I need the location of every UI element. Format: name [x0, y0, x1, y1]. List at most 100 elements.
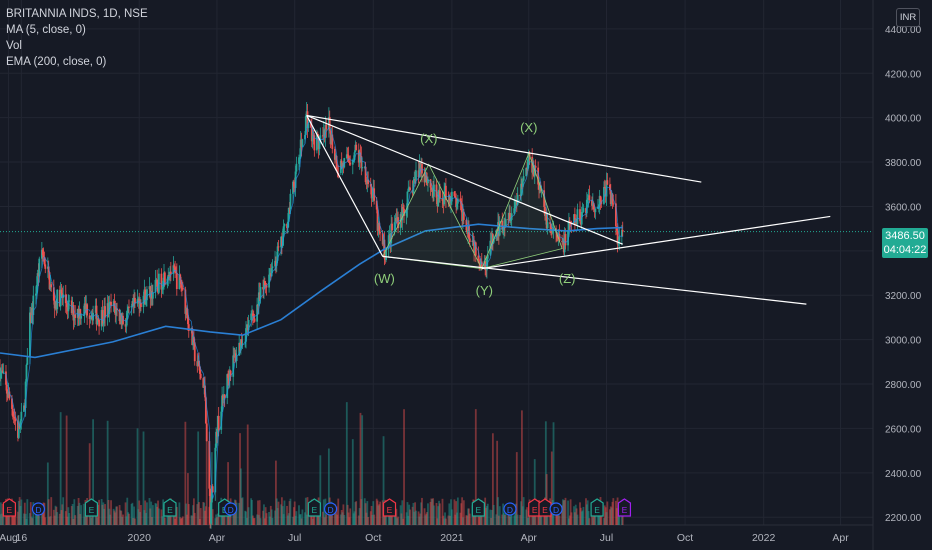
symbol-title[interactable]: BRITANNIA INDS, 1D, NSE — [6, 8, 148, 20]
volume-bar-342 — [407, 515, 410, 525]
candle-body-430 — [513, 208, 516, 214]
candle-body-329 — [391, 223, 393, 231]
event-marker-label-10: D — [507, 505, 513, 515]
volume-bar-383 — [456, 512, 458, 525]
event-marker-6[interactable]: E — [307, 498, 321, 517]
trendline-0 — [306, 114, 702, 183]
dividend-marker-5 — [224, 502, 238, 516]
volume-bar-231 — [275, 460, 277, 525]
y-tick-label-10: 4200.00 — [885, 69, 922, 80]
indicator-ma[interactable]: MA (5, close, 0) — [6, 24, 86, 36]
volume-bar-48 — [55, 506, 58, 525]
volume-bar-394 — [468, 513, 471, 525]
earnings-marker-6 — [307, 498, 321, 517]
candle-body-256 — [304, 116, 307, 135]
y-tick-label-7: 3600.00 — [885, 202, 922, 213]
volume-bar-201 — [239, 433, 241, 525]
event-marker-14[interactable]: E — [590, 498, 604, 517]
event-marker-label-14: E — [594, 505, 600, 515]
volume-bar-399 — [474, 409, 477, 525]
volume-bar-280 — [333, 504, 336, 525]
volume-bar-510 — [609, 509, 611, 525]
candle-body-163 — [193, 336, 195, 343]
volume-bar-77 — [90, 517, 93, 525]
event-marker-8[interactable]: E — [382, 498, 397, 517]
event-marker-1[interactable]: D — [31, 502, 46, 516]
volume-bar-320 — [381, 500, 384, 525]
candle-body-194 — [229, 370, 232, 377]
volume-bar-338 — [402, 518, 405, 525]
event-marker-9[interactable]: E — [471, 498, 485, 517]
candle-body-508 — [605, 180, 608, 197]
volume-bar-19 — [20, 499, 23, 525]
candle-body-515 — [614, 203, 617, 227]
volume-bar-243 — [288, 501, 291, 525]
volume-bar-372 — [443, 518, 446, 525]
volume-bar-437 — [521, 410, 523, 525]
volume-bar-150 — [178, 502, 181, 525]
volume-bar-443 — [527, 510, 530, 525]
volume-bar-470 — [561, 505, 563, 525]
dividend-marker-10 — [503, 502, 517, 516]
event-marker-13[interactable]: D — [549, 502, 563, 516]
volume-bar-196 — [233, 507, 235, 525]
candle-body-264 — [313, 135, 316, 151]
volume-bar-135 — [160, 509, 163, 525]
candle-body-31 — [35, 285, 38, 294]
volume-bar-69 — [80, 505, 83, 525]
volume-bar-42 — [48, 517, 51, 525]
event-marker-3[interactable]: E — [163, 498, 177, 517]
candle-body-130 — [154, 279, 157, 293]
volume-bar-171 — [203, 502, 206, 525]
volume-bar-252 — [299, 514, 302, 525]
event-marker-7[interactable]: D — [323, 502, 338, 516]
candle-body-68 — [79, 309, 82, 319]
volume-bar-501 — [597, 512, 600, 525]
candle-body-22 — [24, 381, 27, 408]
volume-bar-226 — [269, 516, 271, 525]
y-tick-label-0: 2200.00 — [885, 513, 922, 524]
volume-bar-199 — [235, 502, 238, 525]
candle-body-135 — [160, 273, 163, 290]
candle-body-489 — [582, 208, 585, 212]
volume-bar-393 — [468, 508, 470, 525]
event-marker-12[interactable]: E — [538, 498, 552, 517]
event-marker-0[interactable]: E — [2, 498, 16, 517]
candle-body-221 — [263, 281, 265, 290]
volume-bar-266 — [316, 510, 319, 525]
volume-bar-79 — [92, 419, 95, 525]
volume-bar-385 — [459, 512, 462, 525]
volume-bar-165 — [196, 504, 199, 525]
volume-bar-329 — [391, 511, 393, 525]
volume-bar-285 — [339, 514, 342, 525]
trendline-2 — [306, 115, 384, 257]
event-marker-10[interactable]: D — [503, 502, 517, 516]
candle-body-238 — [282, 226, 285, 237]
event-marker-2[interactable]: E — [84, 498, 99, 517]
currency-badge[interactable]: INR — [896, 8, 920, 27]
candle-body-502 — [598, 195, 601, 206]
candle-body-34 — [38, 258, 41, 277]
volume-bar-382 — [455, 501, 458, 525]
volume-bar-228 — [270, 509, 273, 525]
volume-bar-119 — [140, 505, 142, 525]
indicator-ema[interactable]: EMA (200, close, 0) — [6, 56, 107, 68]
event-marker-5[interactable]: D — [224, 502, 238, 516]
indicator-vol[interactable]: Vol — [6, 40, 22, 52]
volume-bar-316 — [376, 500, 379, 525]
volume-bar-23 — [25, 518, 28, 525]
candle-body-370 — [441, 198, 444, 201]
volume-bar-321 — [382, 436, 385, 525]
candle-body-365 — [435, 184, 438, 198]
volume-bar-247 — [293, 501, 296, 525]
volume-bar-283 — [336, 514, 339, 525]
candle-body-155 — [184, 289, 187, 314]
event-marker-15[interactable]: E — [617, 498, 632, 517]
volume-bar-105 — [124, 502, 127, 525]
candle-body-382 — [455, 197, 458, 208]
volume-bar-255 — [304, 512, 306, 525]
volume-bar-118 — [139, 512, 141, 525]
volume-bar-59 — [68, 513, 71, 525]
